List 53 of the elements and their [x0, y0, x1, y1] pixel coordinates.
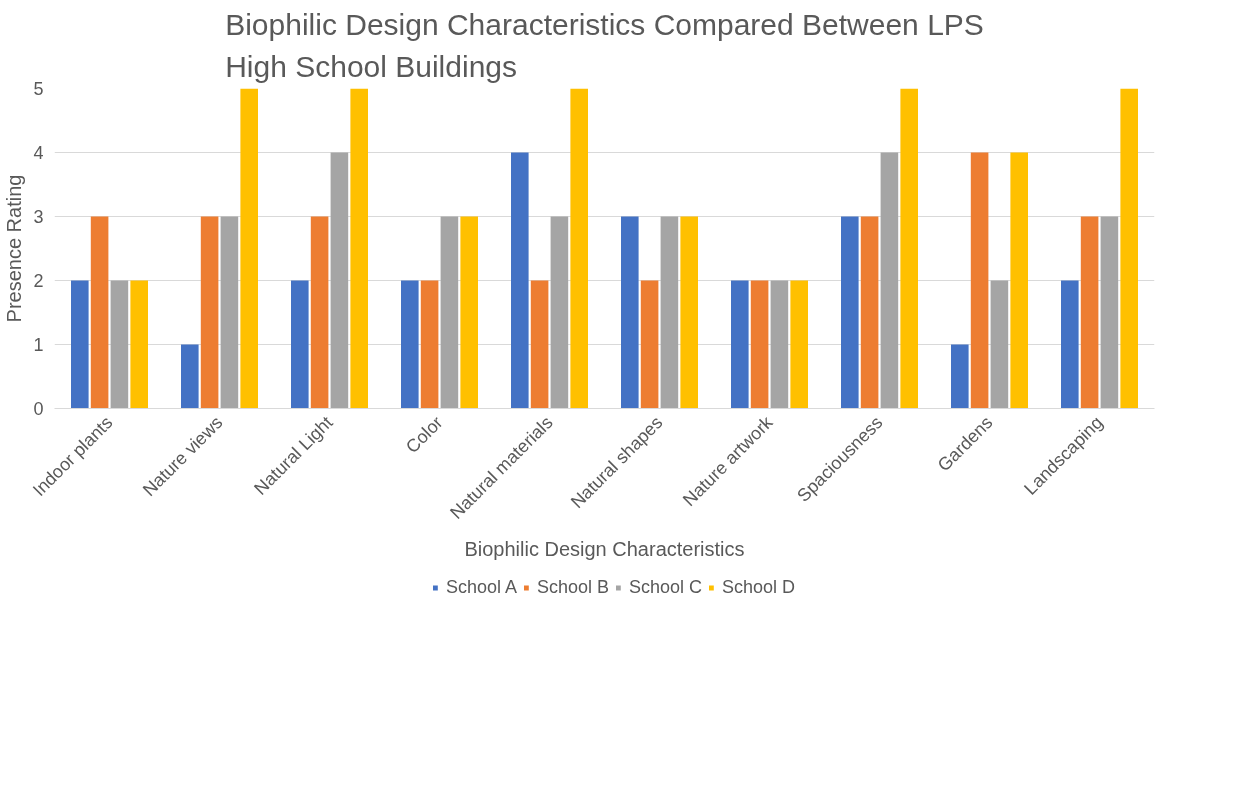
bar — [350, 88, 368, 409]
bar — [1061, 280, 1079, 409]
y-tick-label: 2 — [33, 271, 44, 291]
bar — [640, 280, 659, 409]
bar — [1080, 216, 1099, 409]
legend-label: School A — [445, 576, 517, 598]
bar — [1120, 88, 1138, 409]
y-axis-title: Presence Rating — [3, 174, 26, 323]
bar — [880, 152, 899, 409]
bar — [310, 216, 329, 409]
y-tick-label: 0 — [33, 399, 44, 419]
bar — [790, 280, 808, 409]
bar — [440, 216, 459, 409]
bar — [570, 88, 588, 409]
legend-label: School D — [722, 576, 796, 598]
bar — [220, 216, 239, 409]
chart-title: Biophilic Design Characteristics Compared Between LPS High School Buildings — [225, 7, 984, 84]
bar — [951, 344, 969, 409]
bar — [71, 280, 89, 409]
bar — [530, 280, 549, 409]
bar — [550, 216, 569, 409]
bar — [200, 216, 219, 409]
bar — [900, 88, 918, 409]
bar — [1010, 152, 1028, 409]
bar — [860, 216, 879, 409]
bar — [401, 280, 419, 409]
bar — [841, 216, 859, 409]
bar — [970, 152, 989, 409]
y-tick-label: 3 — [33, 207, 44, 227]
bar — [1100, 216, 1119, 409]
y-tick-label: 1 — [33, 335, 44, 355]
y-tick-label: 4 — [33, 143, 44, 163]
bar — [621, 216, 639, 409]
bar — [130, 280, 148, 409]
bar — [420, 280, 439, 409]
bar — [990, 280, 1009, 409]
legend-label: School C — [629, 576, 703, 598]
bar — [181, 344, 199, 409]
bar — [110, 280, 129, 409]
x-axis-title: Biophilic Design Characteristics — [464, 537, 745, 560]
bar — [240, 88, 258, 409]
bar — [330, 152, 349, 409]
legend-label: School B — [536, 576, 610, 598]
bar — [680, 216, 698, 409]
y-tick-label: 5 — [33, 79, 44, 99]
bar — [750, 280, 769, 409]
bar — [460, 216, 478, 409]
bar — [770, 280, 789, 409]
bar — [511, 152, 529, 409]
bar — [731, 280, 749, 409]
bar — [90, 216, 109, 409]
bar — [291, 280, 309, 409]
bar — [660, 216, 679, 409]
